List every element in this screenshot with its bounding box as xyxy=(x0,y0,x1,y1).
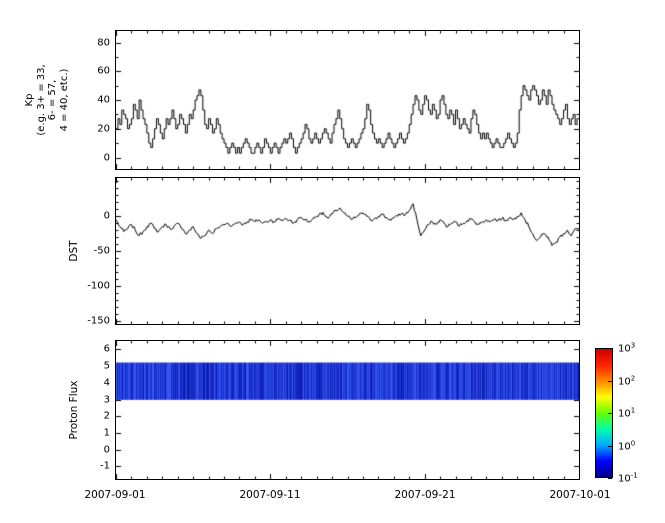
x-tick-label: 2007-09-21 xyxy=(394,489,456,501)
y-tick-label: 6 xyxy=(103,343,110,355)
colorbar-tick-label: 103 xyxy=(618,341,636,355)
dst-panel xyxy=(115,177,580,325)
colorbar-tick xyxy=(608,413,612,414)
dst-axis-label: DST xyxy=(68,240,80,262)
colorbar-tick-label: 100 xyxy=(618,438,636,453)
y-tick-label: -1 xyxy=(100,460,110,472)
proton-flux-plot-canvas xyxy=(116,341,579,479)
y-tick-label: 0 xyxy=(103,152,110,163)
y-tick-label: 0 xyxy=(103,444,110,456)
y-tick-label: 5 xyxy=(103,360,110,372)
kp-plot-canvas xyxy=(116,31,579,169)
colorbar-tick xyxy=(608,445,612,447)
y-tick-label: 20 xyxy=(97,123,110,135)
colorbar-tick-label: 10-1 xyxy=(618,471,638,485)
y-tick-label: 60 xyxy=(97,65,110,77)
proton-flux-panel xyxy=(115,340,580,480)
colorbar-tick-label: 102 xyxy=(618,373,636,388)
y-tick-label: 40 xyxy=(97,94,110,106)
y-tick-label: 4 xyxy=(103,377,110,389)
kp-panel xyxy=(115,30,580,170)
colorbar-tick xyxy=(608,380,612,382)
y-tick-label: 0 xyxy=(103,210,110,222)
y-tick-label: 3 xyxy=(103,394,110,406)
y-tick-label: 1 xyxy=(103,427,110,439)
dst-plot-canvas xyxy=(116,178,579,324)
x-tick-label: 2007-09-11 xyxy=(239,489,301,501)
proton-flux-axis-label: Proton Flux xyxy=(68,380,80,440)
y-tick-label: -50 xyxy=(93,245,110,257)
x-tick-label: 2007-09-01 xyxy=(84,489,146,501)
y-tick-label: -100 xyxy=(87,280,110,292)
kp-axis-label-line: 6- = 57, xyxy=(47,79,58,121)
kp-axis-label: Kp (e.g. 3+ = 33, 6- = 57, 4 = 40, etc.) xyxy=(24,64,70,135)
y-tick-label: 80 xyxy=(97,37,110,48)
y-tick-label: 2 xyxy=(103,410,110,422)
kp-axis-label-line: Kp xyxy=(24,93,35,107)
y-tick-label: -150 xyxy=(87,315,110,327)
x-tick-label: 2007-10-01 xyxy=(549,489,611,501)
colorbar-tick xyxy=(608,478,612,479)
kp-axis-label-line: 4 = 40, etc.) xyxy=(58,68,70,132)
colorbar-tick xyxy=(608,348,612,349)
kp-axis-label-line: (e.g. 3+ = 33, xyxy=(35,64,47,136)
colorbar-tick-label: 101 xyxy=(618,406,636,420)
